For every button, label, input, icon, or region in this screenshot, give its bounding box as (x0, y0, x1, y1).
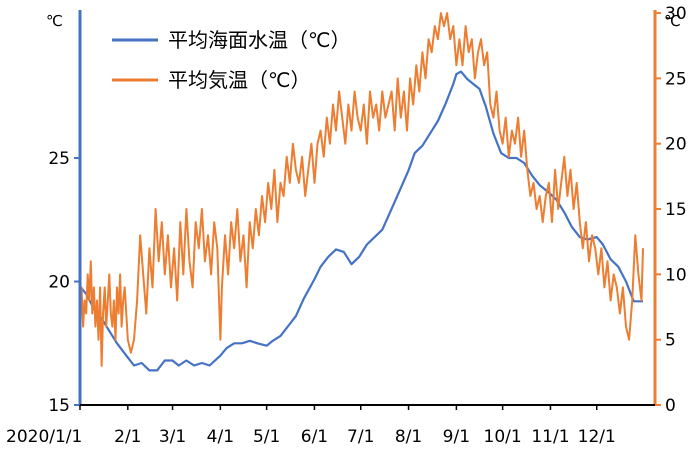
legend: 平均海面水温（℃） 平均気温（℃） (112, 28, 350, 92)
right-axis-unit: ℃ (664, 12, 681, 30)
axes-group: 15 20 25 0 5 10 15 20 25 30 2020/1/1 2/1 3/1 4/1 5/1 6/… (6, 4, 687, 447)
x-tick-label: 8/1 (395, 427, 422, 447)
x-tick-label: 11/1 (531, 427, 569, 447)
x-tick-label: 7/1 (347, 427, 374, 447)
right-tick-label: 5 (665, 331, 676, 351)
x-tick-label: 10/1 (484, 427, 522, 447)
left-tick-label: 20 (48, 273, 70, 293)
x-tick-label: 9/1 (443, 427, 470, 447)
legend-label-sea-temp: 平均海面水温（℃） (168, 28, 350, 52)
right-tick-label: 20 (665, 135, 687, 155)
series-line-sea-temp (79, 70, 643, 372)
x-tick-label: 3/1 (159, 427, 186, 447)
series-line-air-temp (79, 12, 644, 367)
right-tick-label: 10 (665, 265, 687, 285)
x-tick-label: 4/1 (207, 427, 234, 447)
x-tick-label: 12/1 (578, 427, 616, 447)
x-tick-label: 5/1 (253, 427, 280, 447)
legend-label-air-temp: 平均気温（℃） (168, 68, 310, 92)
left-tick-label: 15 (48, 396, 70, 416)
x-tick-label: 2/1 (114, 427, 141, 447)
right-tick-label: 25 (665, 69, 687, 89)
left-axis-unit: ℃ (46, 12, 63, 30)
right-tick-label: 30 (665, 4, 687, 24)
series-group (79, 12, 644, 372)
right-tick-label: 15 (665, 200, 687, 220)
x-tick-label: 2020/1/1 (6, 427, 82, 447)
x-tick-label: 6/1 (301, 427, 328, 447)
left-tick-label: 25 (48, 149, 70, 169)
right-tick-label: 0 (665, 396, 676, 416)
